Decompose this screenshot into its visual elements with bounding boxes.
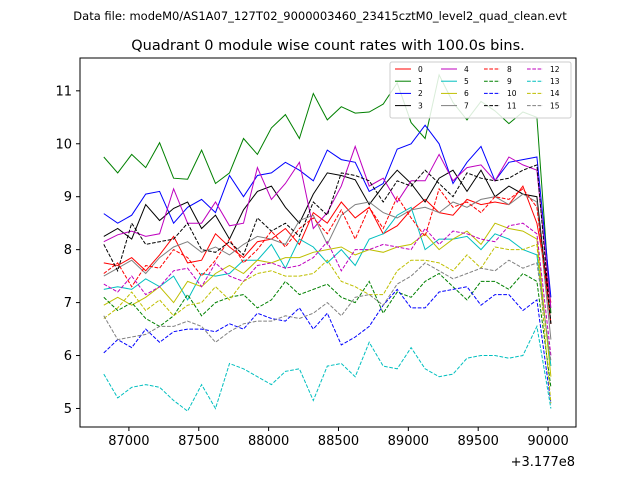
- y-tick-label: 11: [55, 84, 72, 99]
- series-line-3: [103, 169, 552, 324]
- y-tick-label: 6: [64, 349, 72, 364]
- series-line-9: [103, 272, 552, 388]
- series-line-2: [103, 124, 552, 298]
- x-tick-label: 88500: [318, 434, 359, 449]
- series-line-10: [103, 286, 552, 404]
- axes-frame: [79, 57, 577, 428]
- legend-box: [389, 61, 572, 119]
- series-line-6: [103, 222, 552, 377]
- legend-label-8: 8: [507, 65, 512, 74]
- x-tick-label: 87500: [178, 434, 219, 449]
- legend-label-6: 6: [464, 89, 469, 98]
- legend-label-4: 4: [464, 65, 469, 74]
- legend-label-11: 11: [507, 101, 517, 110]
- chart-title: Quadrant 0 module wise count rates with …: [131, 38, 525, 54]
- series-line-7: [103, 193, 552, 340]
- y-tick-label: 7: [64, 296, 72, 311]
- series-line-4: [103, 144, 552, 308]
- legend-label-9: 9: [507, 77, 512, 86]
- x-tick-label: 87000: [108, 434, 149, 449]
- suptitle: Data file: modeM0/AS1A07_127T02_90000034…: [73, 9, 567, 23]
- y-tick-label: 10: [55, 137, 72, 152]
- series-line-13: [103, 324, 552, 412]
- legend-label-12: 12: [550, 65, 560, 74]
- legend-label-0: 0: [418, 65, 423, 74]
- legend-label-13: 13: [550, 77, 560, 86]
- x-tick-label: 89500: [458, 434, 499, 449]
- legend-label-15: 15: [550, 101, 560, 110]
- plot-area: [103, 73, 552, 412]
- x-tick-label: 89000: [388, 434, 429, 449]
- legend-label-2: 2: [418, 89, 423, 98]
- series-line-8: [103, 187, 552, 324]
- x-offset-label: +3.177e8: [511, 455, 575, 470]
- legend-label-7: 7: [464, 101, 469, 110]
- series-line-15: [103, 259, 552, 361]
- y-tick-label: 8: [64, 243, 72, 258]
- legend-label-14: 14: [550, 89, 560, 98]
- legend-label-1: 1: [418, 77, 423, 86]
- x-tick-label: 90000: [527, 434, 568, 449]
- axes-ticks: 87000 87500 88000 88500 89000 89500 90000 5 6 7 8 9…: [55, 84, 568, 449]
- legend-label-3: 3: [418, 101, 423, 110]
- legend-label-10: 10: [507, 89, 517, 98]
- y-tick-label: 5: [64, 402, 72, 417]
- x-tick-label: 88000: [248, 434, 289, 449]
- legend-label-5: 5: [464, 77, 469, 86]
- series-line-12: [103, 222, 552, 356]
- series-line-5: [103, 206, 552, 367]
- series-line-11: [103, 164, 552, 324]
- series-line-14: [103, 243, 552, 404]
- y-tick-label: 9: [64, 190, 72, 205]
